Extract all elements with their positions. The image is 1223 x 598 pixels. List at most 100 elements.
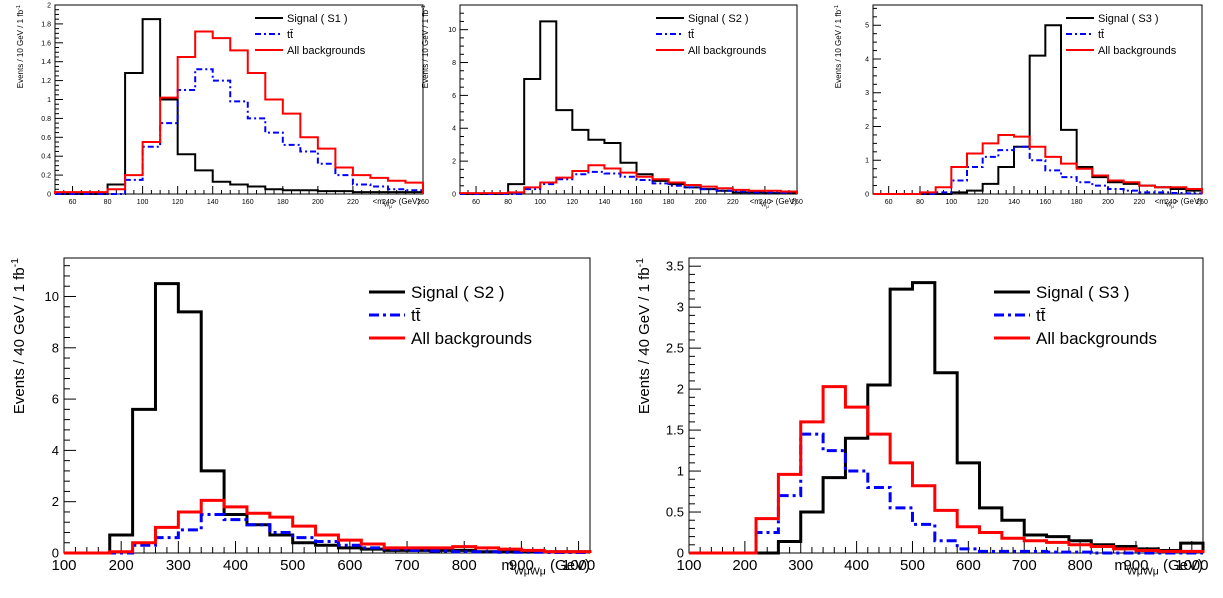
legend-entry: Signal ( S2 ) [411, 283, 505, 302]
x-tick-label: 400 [844, 557, 869, 574]
x-tick-label: 260 [791, 199, 803, 206]
y-tick-label: 0.4 [41, 154, 51, 161]
y-tick-label: 3 [677, 300, 684, 315]
y-tick-label: 1.6 [41, 40, 51, 47]
y-tick-label: 0 [452, 191, 456, 198]
y-axis-title: Events / 10 GeV / 1 fb-1 [834, 5, 843, 88]
plot-frame [872, 4, 1203, 195]
x-tick-label: 240 [1165, 199, 1177, 206]
y-tick-label: 8 [52, 340, 59, 355]
y-tick-label: 0.5 [666, 505, 684, 520]
legend-entry: All backgrounds [411, 329, 532, 348]
y-tick-label: 0.2 [41, 173, 51, 180]
panel-2: 60 80 100 120 140 160 180 200 220 240 260 0 2 4 6 8 10 Si… [421, 4, 803, 209]
x-tick-label: 220 [1133, 199, 1145, 206]
y-tick-label: 4 [865, 56, 869, 63]
x-tick-label: 500 [900, 557, 925, 574]
x-tick-label: 900 [1123, 557, 1148, 574]
x-tick-label: 160 [1039, 199, 1051, 206]
plot-frame [459, 4, 798, 195]
plot-frame [688, 257, 1204, 554]
y-tick-label: 2 [452, 159, 456, 166]
y-tick-label: 1 [865, 158, 869, 165]
panel-3: 60 80 100 120 140 160 180 200 220 240 260 0 1 2 3 4 5 Sig… [834, 4, 1208, 209]
panel-5: 100 200 300 400 500 600 700 800 900 1000 0 0.5 1 1.5 2… [634, 257, 1209, 578]
x-tick-label: 60 [885, 199, 893, 206]
legend-entry: tt̄ [411, 306, 421, 325]
y-tick-label: 3.5 [666, 259, 684, 274]
x-tick-label: 200 [695, 199, 707, 206]
y-axis-title: Events / 40 GeV / 1 fb-1 [634, 258, 653, 414]
series-line-3 [873, 133, 1203, 195]
series-line-2 [873, 145, 1203, 195]
x-axis-title: <mWμ> (GeV) [750, 197, 798, 209]
x-tick-label: 140 [207, 199, 219, 206]
legend-entry: Signal ( S2 ) [688, 13, 749, 25]
x-tick-label: 500 [280, 557, 305, 574]
x-tick-label: 180 [1071, 199, 1083, 206]
x-tick-label: 80 [916, 199, 924, 206]
y-tick-label: 2 [52, 494, 59, 509]
y-tick-label: 6 [452, 93, 456, 100]
x-tick-label: 260 [1196, 199, 1208, 206]
x-tick-label: 240 [759, 199, 771, 206]
legend-entry: All backgrounds [1098, 45, 1177, 57]
x-axis-title: <mWμ> (GeV) [1155, 197, 1203, 209]
y-tick-label: 1.4 [41, 59, 51, 66]
series-line-2 [55, 68, 424, 195]
legend-entry: Signal ( S3 ) [1036, 283, 1130, 302]
legend-entry: All backgrounds [1036, 329, 1157, 348]
series-line-3 [54, 30, 424, 194]
y-tick-label: 10 [45, 289, 59, 304]
x-tick-label: 300 [166, 557, 191, 574]
x-tick-label: 100 [51, 557, 76, 574]
y-tick-label: 6 [52, 392, 59, 407]
x-tick-label: 1000 [1175, 557, 1208, 574]
plot-frame [54, 4, 424, 195]
x-tick-label: 80 [104, 199, 112, 206]
y-tick-label: 0.8 [41, 116, 51, 123]
x-tick-label: 100 [945, 199, 957, 206]
legend-entry: Signal ( S3 ) [1098, 13, 1159, 25]
legend-entry: tt̄ [688, 29, 694, 41]
legend-entry: Signal ( S1 ) [287, 13, 348, 25]
series-line-1 [55, 18, 424, 195]
series-line-1 [460, 20, 798, 195]
x-tick-label: 100 [534, 199, 546, 206]
y-tick-label: 8 [452, 60, 456, 67]
x-tick-label: 120 [977, 199, 989, 206]
x-tick-label: 160 [631, 199, 643, 206]
x-tick-label: 120 [566, 199, 578, 206]
x-tick-label: 1000 [562, 557, 595, 574]
series-line-1 [64, 282, 592, 555]
x-tick-label: 60 [472, 199, 480, 206]
y-tick-label: 1 [677, 464, 684, 479]
x-tick-label: 240 [382, 199, 394, 206]
x-tick-label: 700 [395, 557, 420, 574]
x-tick-label: 300 [788, 557, 813, 574]
x-tick-label: 220 [727, 199, 739, 206]
y-tick-label: 2 [865, 124, 869, 131]
legend-entry: All backgrounds [688, 45, 767, 57]
series-line-3 [64, 498, 592, 555]
x-tick-label: 260 [417, 199, 429, 206]
x-axis-title: <mWμ> (GeV) [373, 197, 421, 209]
x-tick-label: 200 [312, 199, 324, 206]
y-tick-label: 1.8 [41, 21, 51, 28]
series-line-3 [689, 385, 1205, 555]
legend-entry: tt̄ [1036, 306, 1046, 325]
y-tick-label: 4 [452, 126, 456, 133]
y-tick-label: 1.5 [666, 423, 684, 438]
y-tick-label: 3 [865, 90, 869, 97]
x-tick-label: 200 [1102, 199, 1114, 206]
series-line-3 [459, 164, 798, 195]
y-tick-label: 1 [47, 97, 51, 104]
x-tick-label: 60 [69, 199, 77, 206]
y-axis-title: Events / 10 GeV / 1 fb-1 [16, 5, 25, 88]
series-line-1 [689, 281, 1205, 555]
panel-1: 60 80 100 120 140 160 180 200 220 240 260 0 0.2 0.4 0.… [16, 2, 429, 209]
legend-entry: tt̄ [1098, 29, 1104, 41]
x-tick-label: 100 [137, 199, 149, 206]
x-axis-title: mWμWμ (GeV) [1114, 557, 1203, 578]
